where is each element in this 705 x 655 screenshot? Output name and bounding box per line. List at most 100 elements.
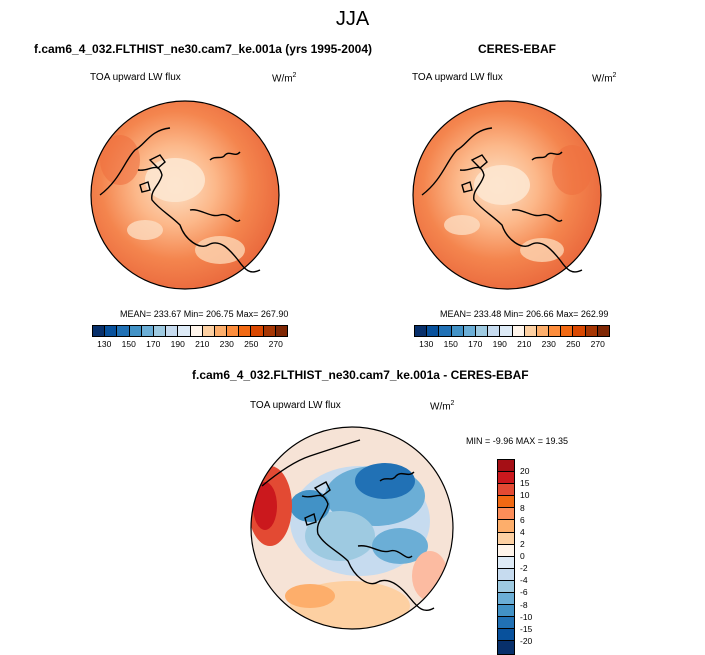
- colorbar-swatch: [512, 326, 525, 336]
- panel3-border: [250, 426, 454, 630]
- colorbar-swatch: [498, 629, 514, 642]
- panel3-colorbar-labels: 20 15 10 8 6 4 2 0 -2 -4 -6 -8 -10 -15 -20: [520, 459, 550, 653]
- colorbar-swatch: [488, 326, 501, 336]
- panel1-colorbar: 130 150 170 190 210 230 250 270: [92, 325, 288, 349]
- colorbar-swatch: [498, 593, 514, 606]
- colorbar-swatch: [498, 605, 514, 618]
- colorbar-swatch: [475, 326, 489, 336]
- colorbar-tick-label: 190: [170, 339, 185, 349]
- colorbar-tick-label: 130: [97, 339, 112, 349]
- colorbar-swatch: [536, 326, 550, 336]
- colorbar-tick-label: -15: [520, 623, 533, 634]
- colorbar-tick-label: 150: [443, 339, 458, 349]
- colorbar-tick-label: 270: [590, 339, 605, 349]
- panel1-border: [90, 100, 280, 290]
- colorbar-tick-label: 8: [520, 502, 525, 513]
- panel3-coastlines: [261, 439, 435, 612]
- panel1-map: [90, 100, 280, 290]
- colorbar-swatch: [524, 326, 537, 336]
- colorbar-tick-label: 270: [268, 339, 283, 349]
- colorbar-swatch: [498, 484, 514, 497]
- colorbar-swatch: [439, 326, 452, 336]
- colorbar-tick-label: 4: [520, 526, 525, 537]
- colorbar-swatch: [153, 326, 167, 336]
- panel3-colorbar-swatches: [497, 459, 515, 655]
- colorbar-tick-label: 230: [219, 339, 234, 349]
- colorbar-tick-label: 2: [520, 538, 525, 549]
- colorbar-tick-label: 170: [468, 339, 483, 349]
- panel1-colorbar-labels: 130 150 170 190 210 230 250 270: [92, 337, 288, 349]
- panel2-colorbar: 130 150 170 190 210 230 250 270: [414, 325, 610, 349]
- colorbar-swatch: [415, 326, 428, 336]
- panel1-title: f.cam6_4_032.FLTHIST_ne30.cam7_ke.001a (…: [34, 42, 372, 56]
- colorbar-tick-label: 10: [520, 490, 530, 501]
- colorbar-tick-label: -6: [520, 587, 528, 598]
- colorbar-tick-label: 210: [517, 339, 532, 349]
- colorbar-swatch: [498, 472, 514, 485]
- colorbar-swatch: [498, 641, 514, 654]
- panel2-map: [412, 100, 602, 290]
- colorbar-tick-label: 0: [520, 551, 525, 561]
- panel1-colorbar-swatches: [92, 325, 288, 337]
- colorbar-swatch: [141, 326, 154, 336]
- colorbar-swatch: [498, 460, 514, 473]
- panel2-title: CERES-EBAF: [478, 42, 557, 56]
- colorbar-swatch: [263, 326, 276, 336]
- colorbar-swatch: [427, 326, 440, 336]
- colorbar-swatch: [500, 326, 513, 336]
- panel1-stats: MEAN= 233.67 Min= 206.75 Max= 267.90: [120, 309, 289, 319]
- colorbar-swatch: [251, 326, 264, 336]
- colorbar-swatch: [227, 326, 240, 336]
- colorbar-swatch: [498, 496, 514, 509]
- colorbar-swatch: [105, 326, 118, 336]
- colorbar-swatch: [597, 326, 609, 336]
- colorbar-swatch: [239, 326, 252, 336]
- colorbar-swatch: [549, 326, 562, 336]
- panel1-coastlines: [99, 127, 261, 273]
- panel2-units: W/m2: [592, 72, 617, 85]
- panel3-map: [250, 426, 454, 630]
- colorbar-tick-label: 250: [566, 339, 581, 349]
- panel2-colorbar-labels: 130 150 170 190 210 230 250 270: [414, 337, 610, 349]
- colorbar-swatch: [498, 556, 514, 569]
- colorbar-swatch: [498, 508, 514, 521]
- panel2-stats: MEAN= 233.48 Min= 206.66 Max= 262.99: [440, 309, 609, 319]
- colorbar-swatch: [451, 326, 464, 336]
- colorbar-swatch: [585, 326, 598, 336]
- panel3-stats: MIN = -9.96 MAX = 19.35: [466, 436, 569, 446]
- colorbar-swatch: [93, 326, 106, 336]
- colorbar-tick-label: 190: [492, 339, 507, 349]
- colorbar-swatch: [498, 580, 514, 594]
- colorbar-swatch: [498, 617, 514, 630]
- colorbar-swatch: [573, 326, 586, 336]
- colorbar-swatch: [561, 326, 574, 336]
- panel2-border: [412, 100, 602, 290]
- panel3-colorbar: [497, 459, 515, 655]
- panel2-colorbar-swatches: [414, 325, 610, 337]
- colorbar-tick-label: 170: [146, 339, 161, 349]
- colorbar-swatch: [202, 326, 215, 336]
- colorbar-tick-label: 230: [541, 339, 556, 349]
- panel2-coastlines: [421, 127, 583, 273]
- colorbar-tick-label: 15: [520, 478, 530, 489]
- colorbar-tick-label: 150: [121, 339, 136, 349]
- colorbar-swatch: [129, 326, 142, 336]
- colorbar-tick-label: 20: [520, 466, 530, 477]
- colorbar-tick-label: 130: [419, 339, 434, 349]
- colorbar-swatch: [498, 520, 514, 533]
- colorbar-swatch: [190, 326, 203, 336]
- colorbar-tick-label: -4: [520, 575, 528, 586]
- colorbar-swatch: [166, 326, 179, 336]
- colorbar-tick-label: -10: [520, 611, 533, 622]
- panel3-variable: TOA upward LW flux: [250, 400, 341, 411]
- colorbar-tick-label: -8: [520, 599, 528, 610]
- colorbar-swatch: [498, 544, 514, 557]
- panel2-variable: TOA upward LW flux: [412, 72, 503, 83]
- colorbar-swatch: [498, 568, 514, 581]
- panel3-title: f.cam6_4_032.FLTHIST_ne30.cam7_ke.001a -…: [192, 368, 529, 382]
- panel3-units: W/m2: [430, 400, 455, 413]
- main-title: JJA: [335, 8, 370, 30]
- colorbar-swatch: [498, 532, 514, 545]
- colorbar-swatch: [463, 326, 476, 336]
- colorbar-tick-label: 6: [520, 514, 525, 525]
